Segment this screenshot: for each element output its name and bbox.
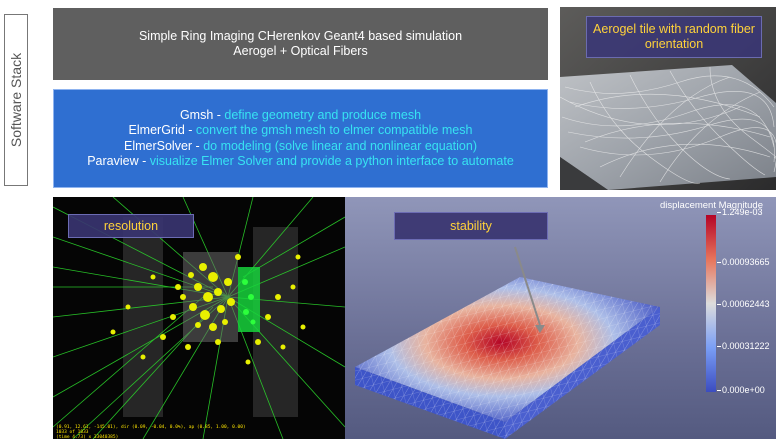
simulation-title-box: Simple Ring Imaging CHerenkov Geant4 bas… [53, 8, 548, 80]
photo-caption: Aerogel tile with random fiber orientati… [586, 16, 762, 58]
colorbar-title: displacement Magnitude [660, 200, 763, 211]
colorbar-tick-max: 1.249e-03 [717, 207, 763, 217]
resolution-tag: resolution [68, 214, 194, 238]
colorbar-tick-min: 0.000e+00 [717, 385, 765, 395]
displacement-mesh-illustration [355, 246, 660, 439]
console-readout: (0.91, 12.61, -145.01), dir (0.09, -0.04… [56, 425, 246, 440]
tools-box: Gmsh - define geometry and produce mesh … [53, 89, 548, 188]
colorbar-tick: 0.00093665 [717, 257, 770, 267]
stability-simulation-view [345, 197, 776, 439]
software-stack-label: Software Stack [4, 14, 28, 186]
tool-row-elmersolver: ElmerSolver - do modeling (solve linear … [54, 139, 547, 155]
colorbar [706, 215, 716, 392]
tool-description: define geometry and produce mesh [224, 107, 422, 122]
simulation-title-line1: Simple Ring Imaging CHerenkov Geant4 bas… [138, 29, 463, 43]
tool-separator: - [138, 154, 150, 168]
tool-separator: - [184, 123, 196, 137]
colorbar-tick: 0.00031222 [717, 341, 770, 351]
tool-description: do modeling (solve linear and nonlinear … [203, 138, 477, 153]
console-line: (time 4.73) x 33040385) [56, 435, 119, 440]
tool-name: ElmerSolver [124, 138, 193, 153]
tool-separator: - [192, 138, 204, 153]
software-stack-text: Software Stack [8, 52, 24, 148]
console-line: (0.91, 12.61, -145.01), dir (0.09, -0.04… [56, 425, 246, 430]
tool-name: Gmsh [179, 107, 214, 122]
simulation-title-line2: Aerogel + Optical Fibers [233, 44, 368, 58]
tool-name: Paraview [87, 154, 139, 168]
stability-tag: stability [394, 212, 548, 240]
tool-separator: - [213, 107, 225, 122]
tool-description: visualize Elmer Solver and provide a pyt… [149, 154, 514, 168]
console-line: 1033 of 1033 [56, 430, 89, 435]
tool-row-elmergrid: ElmerGrid - convert the gmsh mesh to elm… [54, 123, 547, 139]
tool-row-paraview: Paraview - visualize Elmer Solver and pr… [54, 154, 547, 170]
tool-description: convert the gmsh mesh to elmer compatibl… [195, 123, 473, 137]
tool-name: ElmerGrid [128, 123, 185, 137]
tool-row-gmsh: Gmsh - define geometry and produce mesh [54, 108, 547, 124]
colorbar-tick: 0.00062443 [717, 299, 770, 309]
